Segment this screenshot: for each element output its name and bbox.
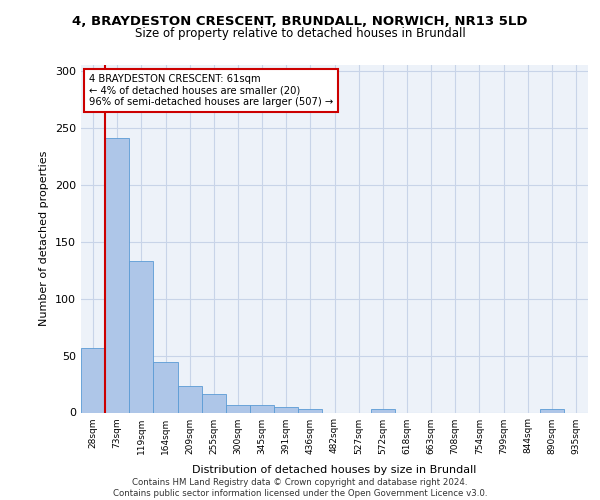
Y-axis label: Number of detached properties: Number of detached properties [40, 151, 49, 326]
Text: 4, BRAYDESTON CRESCENT, BRUNDALL, NORWICH, NR13 5LD: 4, BRAYDESTON CRESCENT, BRUNDALL, NORWIC… [72, 15, 528, 28]
Bar [371, 409, 395, 412]
Bar [178, 386, 202, 412]
Bar [540, 409, 564, 412]
Text: Size of property relative to detached houses in Brundall: Size of property relative to detached ho… [134, 28, 466, 40]
Bar [250, 404, 274, 412]
Bar [298, 409, 322, 412]
Bar [226, 404, 250, 412]
Bar [274, 407, 298, 412]
Bar [202, 394, 226, 412]
Text: Contains HM Land Registry data © Crown copyright and database right 2024.
Contai: Contains HM Land Registry data © Crown c… [113, 478, 487, 498]
Text: 4 BRAYDESTON CRESCENT: 61sqm
← 4% of detached houses are smaller (20)
96% of sem: 4 BRAYDESTON CRESCENT: 61sqm ← 4% of det… [89, 74, 333, 107]
Bar [105, 138, 129, 412]
Bar [81, 348, 105, 412]
Bar [154, 362, 178, 412]
X-axis label: Distribution of detached houses by size in Brundall: Distribution of detached houses by size … [193, 465, 476, 475]
Bar [129, 261, 154, 412]
